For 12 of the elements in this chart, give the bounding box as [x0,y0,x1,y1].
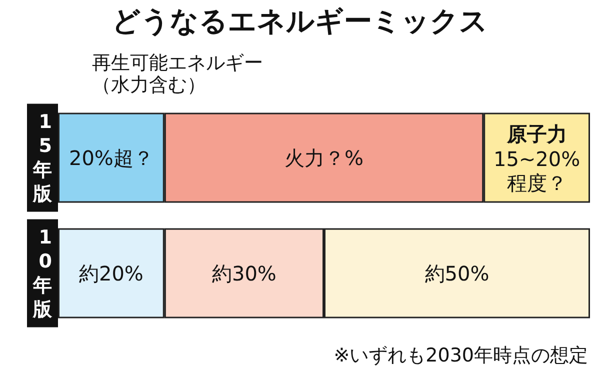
data-label: 20%超？ [68,146,154,170]
chart-title: どうなるエネルギーミックス [112,4,488,38]
data-label: 約20% [78,261,144,286]
data-label: 15~20% 程度？ [493,146,580,195]
series-label: 再生可能エネルギー（水力含む） [92,52,263,96]
data-label: 約30% [212,261,276,286]
y-tick-label: 15年版 [32,110,53,205]
data-label: 火力？% [284,146,364,170]
series-label: 原子力 [506,122,567,146]
data-label: 約50% [424,261,490,286]
text: ※いずれも2030年時点の想定 [334,344,588,366]
y-tick-label: 10年版 [32,226,53,320]
